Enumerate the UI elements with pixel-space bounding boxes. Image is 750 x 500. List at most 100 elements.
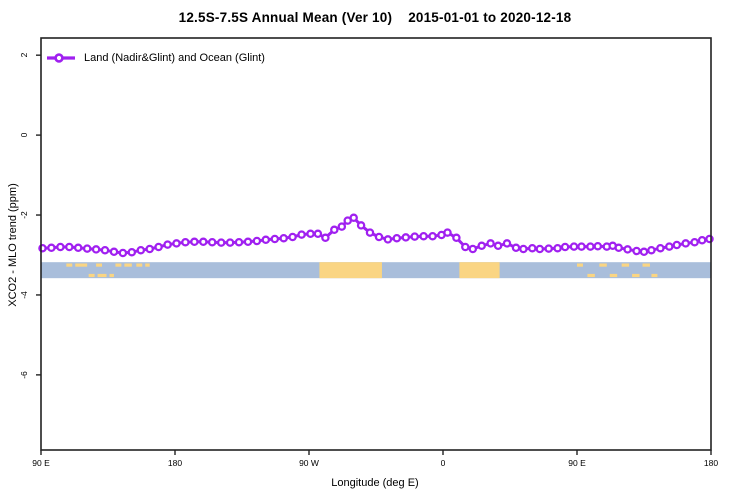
- data-point: [374, 232, 384, 242]
- data-point: [234, 237, 244, 247]
- y-axis-title: XCO2 - MLO trend (ppm): [7, 183, 19, 307]
- island-dash: [145, 263, 150, 267]
- island-dash: [124, 263, 132, 267]
- data-point: [225, 238, 235, 247]
- data-point: [261, 235, 271, 245]
- data-point: [181, 237, 190, 247]
- data-point: [127, 247, 137, 257]
- data-point: [544, 244, 553, 253]
- data-point: [410, 232, 419, 241]
- island-dash: [621, 263, 630, 267]
- data-point: [697, 235, 707, 245]
- island-dash: [651, 273, 658, 278]
- data-point: [163, 240, 172, 249]
- data-point: [586, 242, 595, 251]
- x-tick-label: 180: [167, 458, 183, 468]
- data-point: [468, 244, 478, 254]
- data-point: [136, 245, 146, 255]
- data-point: [190, 237, 199, 247]
- island-dash: [609, 273, 618, 278]
- data-point: [392, 233, 402, 243]
- data-point: [270, 234, 280, 244]
- x-tick-label: 180: [703, 458, 719, 468]
- x-tick-label: 90 E: [32, 458, 50, 468]
- data-point: [614, 243, 623, 253]
- data-point: [428, 231, 437, 241]
- data-point: [502, 239, 512, 248]
- data-point: [91, 245, 101, 254]
- island-dash: [587, 273, 595, 278]
- data-point: [383, 235, 393, 244]
- data-point: [569, 242, 579, 251]
- legend-series-label: Land (Nadir&Glint) and Ocean (Glint): [84, 51, 265, 64]
- data-point: [109, 247, 119, 257]
- data-point: [639, 247, 649, 257]
- y-tick-label: 2: [19, 52, 29, 58]
- data-point: [560, 242, 570, 252]
- island-dash: [577, 263, 583, 267]
- data-point: [672, 240, 682, 250]
- land-patch: [459, 262, 500, 279]
- data-point: [593, 241, 603, 251]
- data-point: [82, 244, 92, 253]
- y-tick-label: -4: [19, 291, 29, 299]
- island-dash: [632, 273, 640, 278]
- data-point: [486, 239, 495, 248]
- data-point: [690, 237, 699, 247]
- data-point: [321, 233, 330, 243]
- y-tick-label: -6: [19, 371, 29, 379]
- island-dash: [97, 273, 107, 278]
- data-point: [443, 228, 452, 237]
- data-point: [297, 230, 306, 239]
- legend: Land (Nadir&Glint) and Ocean (Glint): [46, 50, 265, 65]
- data-point: [306, 229, 315, 239]
- data-point: [477, 241, 486, 251]
- island-dash: [88, 273, 95, 278]
- data-point: [528, 243, 537, 253]
- data-point: [632, 246, 641, 256]
- island-dash: [115, 263, 122, 267]
- data-point: [172, 239, 181, 248]
- y-tick-label: -2: [19, 211, 29, 219]
- plot-frame: [40, 37, 712, 451]
- data-point: [56, 242, 65, 252]
- data-point: [365, 228, 375, 237]
- data-point: [100, 245, 110, 255]
- chart-title-range: 12.5S-7.5S Annual Mean (Ver 10): [178, 10, 393, 25]
- island-dash: [642, 263, 650, 267]
- data-point: [519, 244, 528, 254]
- island-dash: [599, 263, 607, 267]
- island-dash: [96, 263, 103, 267]
- x-tick-label: 0: [440, 458, 446, 468]
- data-point: [288, 232, 297, 242]
- chart-title-dates: 2015-01-01 to 2020-12-18: [408, 10, 572, 25]
- data-point: [252, 236, 262, 246]
- series-marker-icon: [47, 52, 75, 63]
- data-point: [118, 248, 128, 258]
- data-point: [154, 242, 163, 252]
- data-point: [145, 244, 154, 254]
- data-point: [356, 221, 366, 230]
- x-axis-title: Longitude (deg E): [331, 477, 419, 489]
- data-point: [656, 243, 665, 253]
- data-point: [623, 245, 632, 254]
- data-point: [65, 242, 74, 252]
- data-point: [419, 231, 428, 241]
- data-point: [73, 243, 83, 253]
- data-point: [681, 239, 690, 248]
- island-dash: [109, 273, 114, 278]
- x-tick-label: 90 E: [568, 458, 586, 468]
- data-point: [493, 241, 503, 251]
- chart-title: 12.5S-7.5S Annual Mean (Ver 10) 2015-01-0…: [0, 10, 750, 25]
- data-point: [207, 237, 217, 247]
- data-point: [199, 237, 208, 247]
- data-point: [337, 222, 347, 231]
- island-dash: [75, 263, 88, 267]
- data-point: [535, 244, 545, 254]
- data-point: [577, 242, 586, 251]
- data-point: [401, 233, 411, 242]
- data-point: [452, 233, 461, 243]
- data-point: [461, 242, 470, 252]
- data-point: [313, 229, 323, 239]
